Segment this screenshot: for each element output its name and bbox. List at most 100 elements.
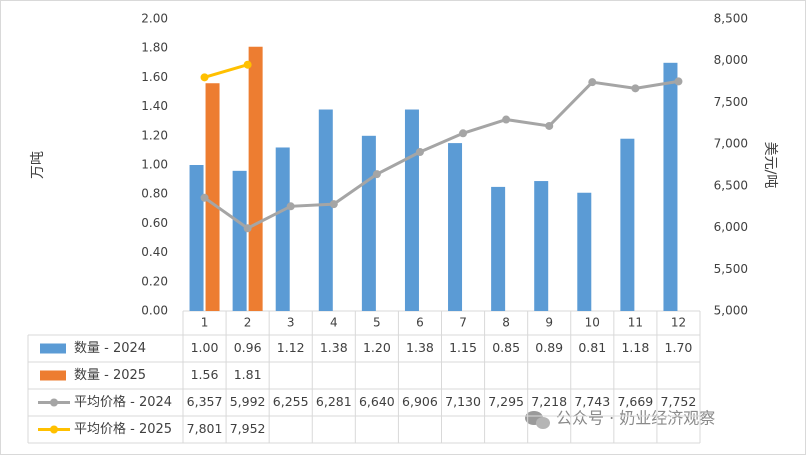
x-tick-label: 5: [373, 316, 381, 330]
point: [329, 200, 338, 209]
table-value: 1.15: [449, 340, 477, 355]
x-tick-label: 1: [201, 316, 209, 330]
x-tick-label: 3: [287, 316, 295, 330]
y-tick-label: 0.20: [141, 274, 168, 288]
y2-tick-label: 6,000: [714, 220, 748, 234]
legend-swatch: [50, 425, 58, 434]
table-value: 1.38: [320, 340, 348, 355]
legend-label: 数量 - 2025: [74, 368, 146, 383]
y-axis-label: 万吨: [30, 151, 46, 179]
table-value: 7,295: [488, 394, 524, 409]
bar: [248, 46, 263, 312]
bar: [577, 192, 592, 311]
watermark-icon: [525, 411, 550, 429]
x-tick-label: 10: [585, 316, 600, 330]
point: [588, 78, 597, 87]
point: [286, 202, 295, 211]
y2-tick-label: 7,000: [714, 137, 748, 151]
table-value: 1.38: [406, 340, 434, 355]
y-tick-label: 0.00: [141, 304, 168, 318]
bar: [404, 109, 419, 312]
bar: [275, 147, 290, 311]
point: [200, 73, 209, 82]
table-value: 1.81: [234, 367, 262, 382]
table-value: 6,255: [273, 394, 309, 409]
table-value: 0.81: [578, 340, 606, 355]
point: [502, 115, 511, 124]
x-tick-label: 2: [244, 316, 252, 330]
x-tick-label: 12: [671, 316, 686, 330]
y2-tick-label: 8,000: [714, 53, 748, 67]
table-value: 1.18: [621, 340, 649, 355]
bar: [491, 186, 506, 311]
point: [200, 193, 209, 202]
y-tick-label: 1.80: [141, 41, 168, 55]
table-value: 1.70: [665, 340, 693, 355]
point: [243, 224, 252, 233]
legend-swatch: [40, 370, 66, 381]
y-tick-label: 1.20: [141, 128, 168, 142]
table-value: 1.20: [363, 340, 391, 355]
legend-label: 平均价格 - 2024: [74, 394, 172, 410]
legend-swatch: [40, 343, 66, 354]
y2-tick-label: 6,500: [714, 178, 748, 192]
point: [545, 121, 554, 130]
line: [204, 63, 249, 79]
table-value: 0.96: [234, 340, 262, 355]
table-value: 1.00: [191, 340, 219, 355]
x-tick-label: 8: [502, 316, 510, 330]
point: [631, 84, 640, 93]
table-value: 6,281: [316, 394, 352, 409]
legend-swatch: [50, 398, 58, 407]
x-tick-label: 6: [416, 316, 424, 330]
y-tick-label: 1.60: [141, 70, 168, 84]
table-value: 0.89: [535, 340, 563, 355]
table-value: 7,130: [445, 394, 481, 409]
bar: [205, 83, 220, 312]
table-value: 7,218: [531, 394, 567, 409]
table-value: 1.56: [191, 367, 219, 382]
watermark: 公众号 · 奶业经济观察: [556, 409, 715, 428]
x-tick-label: 9: [545, 316, 553, 330]
point: [674, 77, 683, 86]
table-value: 7,801: [187, 421, 223, 436]
table-value: 7,752: [661, 394, 697, 409]
table-value: 6,906: [402, 394, 438, 409]
x-tick-label: 7: [459, 316, 467, 330]
legend-label: 平均价格 - 2025: [74, 421, 172, 437]
y2-tick-label: 7,500: [714, 95, 748, 109]
bar: [318, 109, 333, 312]
table-value: 7,669: [617, 394, 653, 409]
legend-label: 数量 - 2024: [74, 341, 146, 356]
point: [372, 170, 381, 179]
y2-tick-label: 5,500: [714, 262, 748, 276]
y-tick-label: 0.80: [141, 187, 168, 201]
y-tick-label: 1.00: [141, 158, 168, 172]
y-tick-label: 1.40: [141, 99, 168, 113]
bar: [361, 135, 376, 311]
table-value: 7,743: [574, 394, 610, 409]
y2-tick-label: 8,500: [714, 12, 748, 26]
bar: [448, 143, 463, 311]
bar: [663, 62, 678, 311]
bar: [620, 138, 635, 311]
point: [415, 147, 424, 156]
point: [459, 129, 468, 138]
bar: [232, 170, 247, 311]
bar: [189, 165, 204, 311]
y-tick-label: 2.00: [141, 12, 168, 26]
y2-tick-label: 5,000: [714, 304, 748, 318]
y-tick-label: 0.40: [141, 245, 168, 259]
line: [203, 79, 679, 230]
y-tick-label: 0.60: [141, 216, 168, 230]
bar: [534, 181, 549, 311]
x-tick-label: 11: [628, 316, 643, 330]
table-value: 0.85: [492, 340, 520, 355]
table-value: 6,357: [187, 394, 223, 409]
table-value: 7,952: [230, 421, 266, 436]
table-value: 6,640: [359, 394, 395, 409]
table-value: 1.12: [277, 340, 305, 355]
point: [243, 60, 252, 69]
